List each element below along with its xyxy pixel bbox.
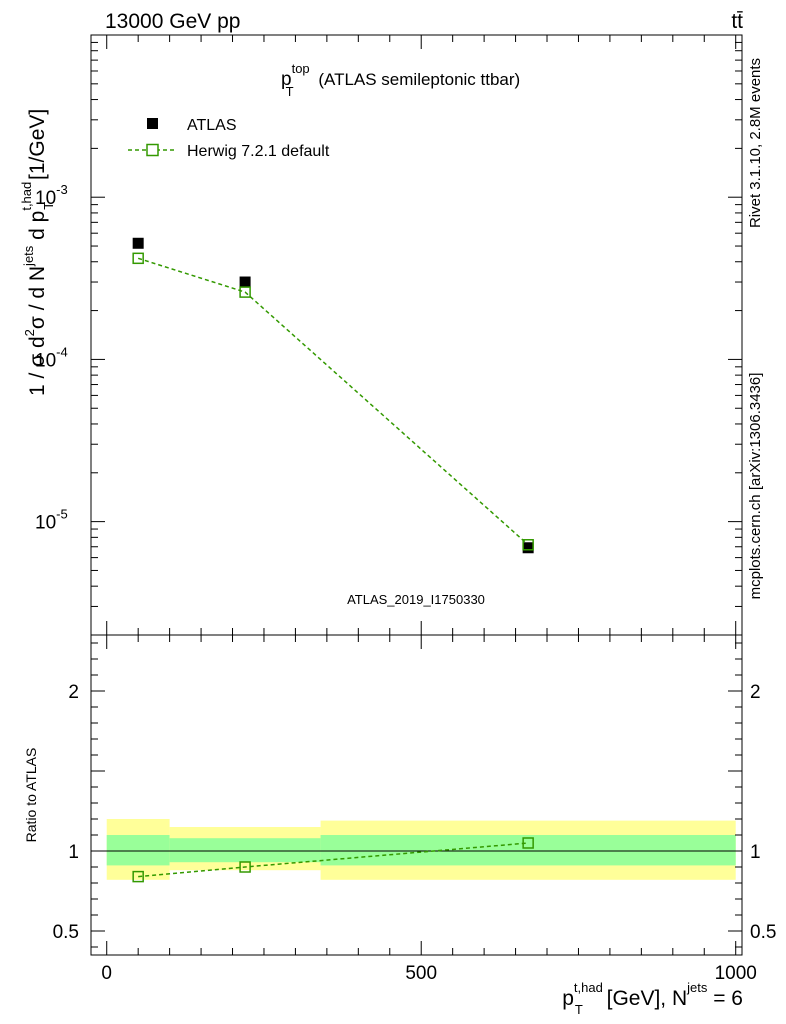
main-y-tick-label: 10-3 bbox=[35, 182, 68, 209]
herwig-point bbox=[522, 539, 534, 551]
plot-title: ptop T (ATLAS semileptonic ttbar) bbox=[281, 61, 520, 99]
legend-herwig-label: Herwig 7.2.1 default bbox=[187, 143, 330, 160]
analysis-id: ATLAS_2019_I1750330 bbox=[347, 592, 485, 607]
main-axis-ticks bbox=[91, 34, 742, 636]
herwig-ratio-point bbox=[239, 861, 251, 873]
atlas-point bbox=[522, 542, 534, 554]
herwig-ratio-line bbox=[138, 842, 529, 878]
atlas-point bbox=[239, 276, 251, 288]
process-label: 13000 GeV pp bbox=[105, 10, 240, 33]
ratio-band-layer bbox=[91, 819, 742, 880]
ratio-axis-ticks: 0.5 0.5 1 1 2 2 0 500 1000 bbox=[53, 635, 776, 984]
x-tick-label: 1000 bbox=[715, 963, 757, 984]
x-axis-title: pt,had T [GeV], Njets = 6 bbox=[562, 980, 743, 1017]
ratio-y-tick-label: 2 bbox=[68, 682, 79, 703]
herwig-point bbox=[132, 252, 144, 265]
title-p: p bbox=[281, 69, 292, 90]
rivet-label: Rivet 3.1.10, 2.8M events bbox=[747, 58, 764, 228]
mcplots-label: mcplots.cern.ch [arXiv:1306.3436] bbox=[747, 373, 764, 600]
herwig-line bbox=[137, 257, 529, 546]
herwig-ratio-point bbox=[522, 837, 534, 849]
legend-atlas-label: ATLAS bbox=[187, 117, 237, 134]
ratio-y-tick-label: 0.5 bbox=[53, 922, 79, 943]
main-y-tick-label: 10-4 bbox=[35, 344, 68, 371]
atlas-point bbox=[132, 237, 144, 249]
herwig-point bbox=[239, 286, 251, 298]
ratio-y-tick-label-right: 0.5 bbox=[750, 922, 776, 943]
ratio-y-axis-title: Ratio to ATLAS bbox=[23, 748, 39, 843]
title-sub: T bbox=[286, 84, 294, 99]
herwig-ratio-point bbox=[132, 870, 144, 883]
legend-atlas-marker bbox=[147, 118, 158, 129]
main-y-axis-title: 1 / σ d2σ / d Njets d pt,had T [1/GeV] bbox=[19, 109, 56, 396]
ratio-inner-band bbox=[320, 835, 736, 866]
title-rest: (ATLAS semileptonic ttbar) bbox=[314, 70, 521, 89]
ratio-inner-band bbox=[106, 835, 170, 866]
title-sup: top bbox=[292, 61, 310, 76]
ratio-inner-band bbox=[169, 838, 321, 863]
x-tick-label: 500 bbox=[405, 963, 437, 984]
ratio-data-layer bbox=[132, 837, 534, 883]
ratio-y-tick-label: 1 bbox=[68, 842, 79, 863]
main-data-layer bbox=[132, 237, 534, 554]
ratio-y-tick-label-right: 1 bbox=[750, 842, 761, 863]
main-y-tick-labels: 10-3 10-4 10-5 bbox=[35, 182, 68, 533]
main-y-tick-label: 10-5 bbox=[35, 507, 68, 534]
legend-herwig-marker bbox=[146, 143, 159, 157]
final-state-label: tt̄ bbox=[731, 10, 743, 33]
ratio-y-tick-label-right: 2 bbox=[750, 682, 761, 703]
ratio-plot-frame bbox=[90, 634, 743, 956]
x-tick-label: 0 bbox=[101, 963, 112, 984]
